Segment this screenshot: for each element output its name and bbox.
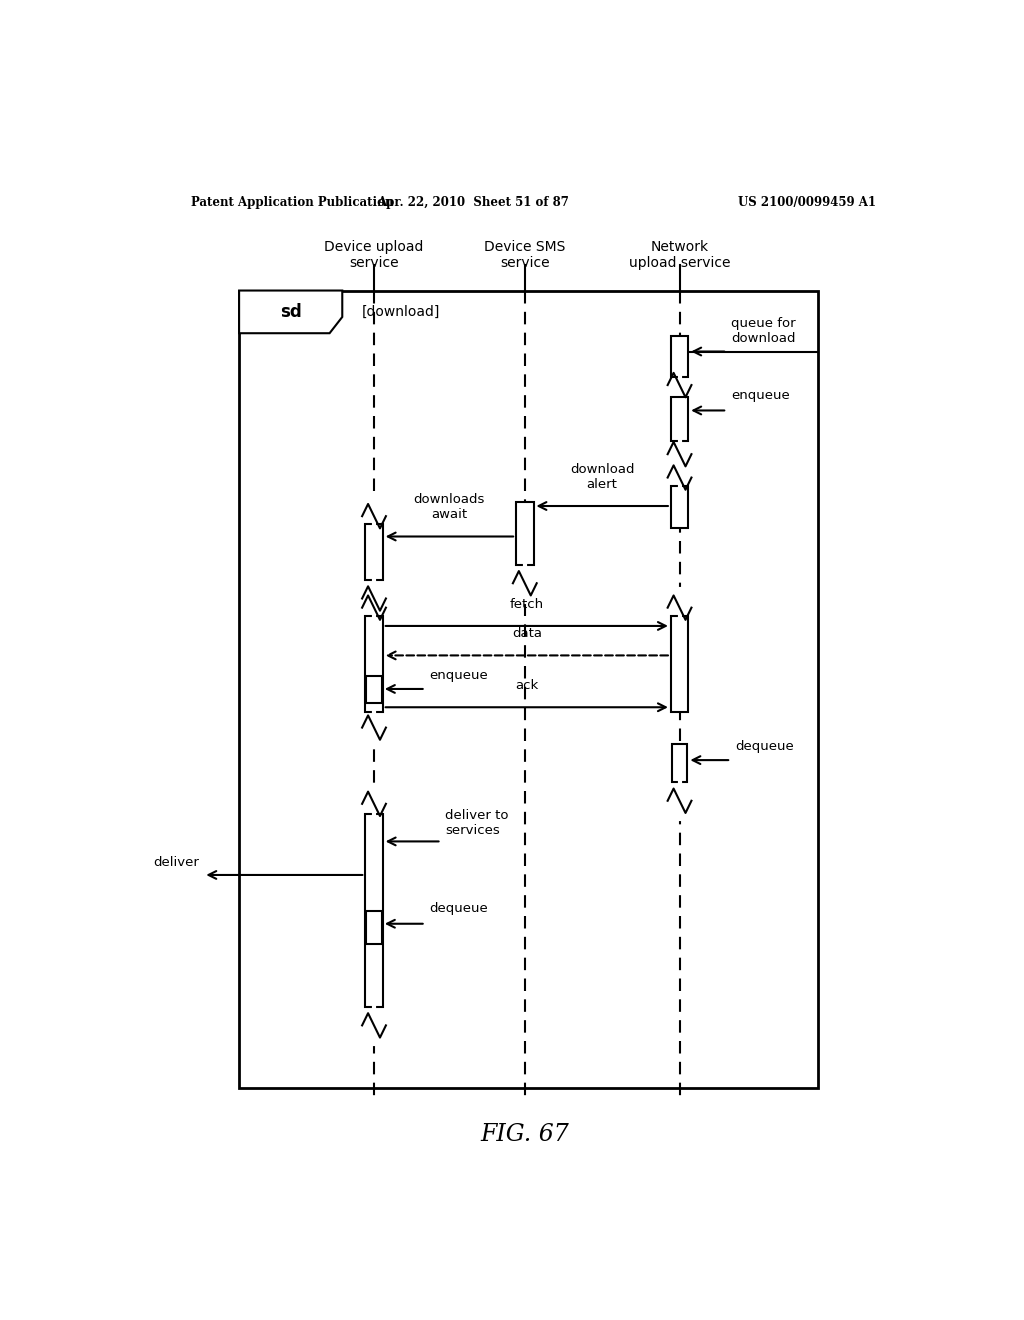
Bar <box>367 676 382 704</box>
Text: US 2100/0099459 A1: US 2100/0099459 A1 <box>737 195 876 209</box>
Text: fetch: fetch <box>510 598 544 611</box>
Text: download
alert: download alert <box>570 463 635 491</box>
Text: Apr. 22, 2010  Sheet 51 of 87: Apr. 22, 2010 Sheet 51 of 87 <box>377 195 569 209</box>
Bar <box>671 615 688 713</box>
Bar <box>671 337 688 378</box>
Text: downloads
await: downloads await <box>414 494 485 521</box>
Text: data: data <box>512 627 542 640</box>
Text: enqueue: enqueue <box>731 388 790 401</box>
Text: [download]: [download] <box>362 305 440 319</box>
Text: ack: ack <box>515 678 539 692</box>
Bar <box>516 502 534 565</box>
Text: enqueue: enqueue <box>430 669 488 682</box>
Text: sd: sd <box>280 302 301 321</box>
Bar <box>671 397 688 441</box>
Text: Patent Application Publication: Patent Application Publication <box>191 195 394 209</box>
Polygon shape <box>240 290 342 333</box>
Bar <box>240 290 818 1089</box>
Text: FIG. 67: FIG. 67 <box>480 1122 569 1146</box>
Text: Device upload
service: Device upload service <box>325 240 424 269</box>
Text: deliver: deliver <box>154 857 200 870</box>
Text: dequeue: dequeue <box>430 902 488 915</box>
Bar <box>671 486 688 528</box>
Text: Device SMS
service: Device SMS service <box>484 240 565 269</box>
Bar <box>672 744 687 783</box>
Text: deliver to
services: deliver to services <box>445 809 509 837</box>
Bar <box>366 615 383 713</box>
Text: queue for
download: queue for download <box>731 317 796 346</box>
Text: Network
upload service: Network upload service <box>629 240 730 269</box>
Bar <box>366 814 383 1007</box>
Text: dequeue: dequeue <box>735 741 794 754</box>
Bar <box>367 911 382 944</box>
Bar <box>366 524 383 581</box>
